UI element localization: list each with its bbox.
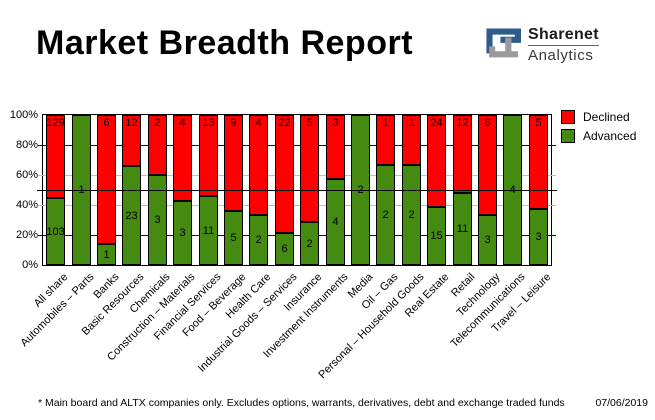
bar-advanced-2: 1 <box>97 244 116 265</box>
bar-advanced-4: 3 <box>148 175 167 265</box>
footnote: * Main board and ALTX companies only. Ex… <box>38 397 565 409</box>
advanced-value-label: 103 <box>46 225 65 238</box>
advanced-value-label: 3 <box>484 234 491 246</box>
legend-label-declined: Declined <box>583 110 630 124</box>
logo-division: Analytics <box>528 47 594 64</box>
y-axis-label-20pct: 20% <box>15 229 38 241</box>
bar-declined-9: 22 <box>275 115 294 233</box>
declined-value-label: 2 <box>154 117 161 129</box>
bar-declined-19: 5 <box>529 115 548 209</box>
declined-value-label: 9 <box>230 117 237 129</box>
advanced-value-label: 2 <box>255 234 262 246</box>
declined-value-label: 12 <box>125 117 138 129</box>
logo-name: Sharenet <box>528 26 599 46</box>
bar-advanced-10: 2 <box>300 222 319 265</box>
report-date: 07/06/2019 <box>595 397 648 409</box>
advanced-value-label: 4 <box>332 216 339 228</box>
advanced-value-label: 11 <box>456 223 469 235</box>
advanced-value-label: 2 <box>306 237 313 250</box>
declined-value-label: 4 <box>255 117 262 129</box>
y-axis-label-40pct: 40% <box>15 199 38 211</box>
bar-declined-16: 12 <box>453 115 472 193</box>
midline-50pct <box>37 190 557 191</box>
advanced-value-label: 5 <box>230 232 237 244</box>
page-title: Market Breadth Report <box>36 24 414 62</box>
bar-declined-3: 12 <box>122 115 141 166</box>
chart-plot-area: 1291031611223234313119542226523421212241… <box>37 114 557 266</box>
advanced-value-label: 2 <box>382 209 389 221</box>
bar-declined-4: 2 <box>148 115 167 175</box>
sharenet-logo-text: Sharenet Analytics <box>528 26 599 64</box>
bar-declined-17: 6 <box>478 115 497 215</box>
bar-declined-10: 5 <box>300 115 319 222</box>
bar-advanced-14: 2 <box>402 165 421 265</box>
bar-declined-5: 4 <box>173 115 192 201</box>
advanced-value-label: 3 <box>154 214 161 226</box>
bar-declined-14: 1 <box>402 115 421 165</box>
y-axis-label-60pct: 60% <box>15 169 38 181</box>
declined-value-label: 1 <box>382 117 389 129</box>
advanced-value-label: 15 <box>430 230 443 242</box>
advanced-value-label: 23 <box>125 209 138 222</box>
advanced-value-label: 3 <box>535 231 542 243</box>
bar-declined-0: 129 <box>46 115 65 198</box>
bar-declined-11: 3 <box>326 115 345 179</box>
bar-declined-13: 1 <box>376 115 395 165</box>
chart-legend: Declined Advanced <box>561 110 636 143</box>
bar-declined-8: 4 <box>249 115 268 215</box>
bar-declined-6: 13 <box>199 115 218 196</box>
bar-advanced-8: 2 <box>249 215 268 265</box>
declined-value-label: 24 <box>430 117 443 129</box>
gridline-80pct <box>38 145 556 146</box>
bar-advanced-11: 4 <box>326 179 345 265</box>
bar-advanced-19: 3 <box>529 209 548 265</box>
bar-declined-15: 24 <box>427 115 446 207</box>
bar-advanced-3: 23 <box>122 166 141 265</box>
declined-value-label: 22 <box>278 117 291 129</box>
declined-value-label: 4 <box>179 117 186 129</box>
declined-value-label: 3 <box>332 117 339 129</box>
declined-value-label: 5 <box>535 117 542 129</box>
advanced-value-label: 6 <box>281 243 288 255</box>
bar-advanced-6: 11 <box>199 196 218 265</box>
bar-declined-2: 6 <box>97 115 116 244</box>
declined-value-label: 1 <box>408 117 415 129</box>
footer: * Main board and ALTX companies only. Ex… <box>38 397 648 409</box>
advanced-swatch <box>561 129 575 143</box>
advanced-value-label: 3 <box>179 227 186 239</box>
advanced-value-label: 2 <box>408 209 415 221</box>
declined-value-label: 6 <box>103 117 110 129</box>
bar-advanced-7: 5 <box>224 211 243 265</box>
bar-declined-7: 9 <box>224 115 243 211</box>
legend-item-declined: Declined <box>561 110 636 124</box>
bar-advanced-0: 103 <box>46 198 65 265</box>
bar-advanced-17: 3 <box>478 215 497 265</box>
declined-value-label: 129 <box>46 117 65 129</box>
y-axis-label-0pct: 0% <box>22 259 38 271</box>
declined-value-label: 5 <box>306 117 313 129</box>
advanced-value-label: 1 <box>103 248 110 261</box>
declined-value-label: 6 <box>484 117 491 129</box>
y-axis-label-80pct: 80% <box>15 139 38 151</box>
sharenet-logo-icon <box>486 27 521 57</box>
declined-value-label: 12 <box>456 117 469 129</box>
declined-value-label: 13 <box>202 117 215 129</box>
advanced-value-label: 11 <box>202 224 215 237</box>
gridline-60pct <box>38 175 556 176</box>
declined-swatch <box>561 110 575 124</box>
sharenet-logo: Sharenet Analytics <box>486 26 599 64</box>
bar-advanced-9: 6 <box>275 233 294 265</box>
gridline-20pct <box>38 235 556 236</box>
y-axis-label-100pct: 100% <box>9 109 38 121</box>
bar-advanced-13: 2 <box>376 165 395 265</box>
bar-advanced-15: 15 <box>427 207 446 265</box>
bar-advanced-16: 11 <box>453 193 472 265</box>
gridline-40pct <box>38 205 556 206</box>
bar-advanced-5: 3 <box>173 201 192 265</box>
legend-label-advanced: Advanced <box>583 129 637 143</box>
legend-item-advanced: Advanced <box>561 129 636 143</box>
